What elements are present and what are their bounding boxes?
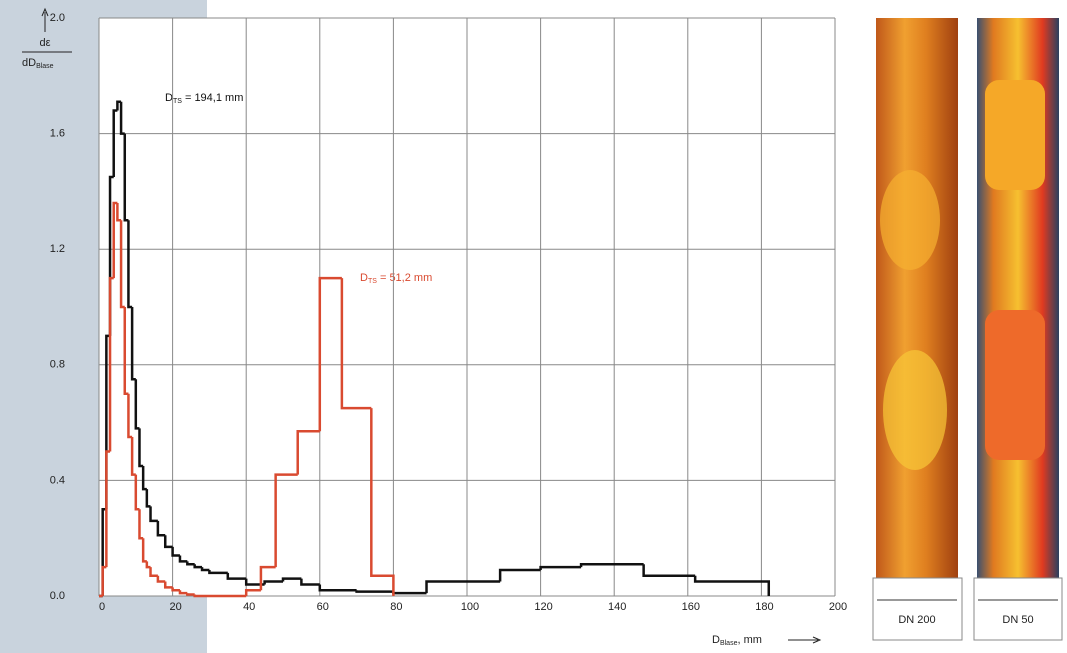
label-part: D	[165, 92, 173, 104]
label-part: Blase	[36, 63, 54, 70]
photo-detail	[985, 310, 1045, 460]
photo-detail	[880, 170, 940, 270]
photo-label: DN 50	[1002, 614, 1033, 626]
label-part: , mm	[737, 634, 761, 646]
label-part: dD	[22, 57, 36, 69]
label-part: = 51,2 mm	[377, 272, 432, 284]
x-tick-label: 180	[755, 601, 773, 613]
page: {"chart_data": { "type": "histogram", "x…	[0, 0, 1067, 653]
x-tick-label: 120	[534, 601, 552, 613]
y-tick-label: 2.0	[50, 12, 65, 24]
photo-detail	[883, 350, 947, 470]
label-part: D	[712, 634, 720, 646]
photo-detail	[985, 80, 1045, 190]
y-axis-label: dε	[39, 37, 50, 49]
photo	[876, 18, 958, 578]
x-axis-label: DBlase, mm	[712, 634, 762, 647]
x-tick-label: 100	[461, 601, 479, 613]
label-part: = 194,1 mm	[182, 92, 243, 104]
y-tick-label: 0.0	[50, 590, 65, 602]
y-tick-label: 0.8	[50, 359, 65, 371]
x-tick-label: 140	[608, 601, 626, 613]
x-tick-label: 40	[243, 601, 255, 613]
histogram-step	[187, 593, 194, 594]
label-part: D	[360, 272, 368, 284]
y-tick-label: 1.6	[50, 128, 65, 140]
y-tick-label: 0.4	[50, 474, 65, 486]
histogram-step	[195, 595, 247, 596]
label-part: TS	[368, 278, 377, 285]
label-part: TS	[173, 98, 182, 105]
photo-caption-box	[873, 578, 962, 640]
x-tick-label: 80	[390, 601, 402, 613]
photo-label: DN 200	[898, 614, 935, 626]
figure: ne ch DN 200 DN 50 dε dDBlase DBlase, mm…	[0, 0, 1067, 653]
photo-caption-box	[974, 578, 1062, 640]
histogram-step	[393, 592, 426, 593]
x-tick-label: 200	[829, 601, 847, 613]
x-tick-label: 160	[682, 601, 700, 613]
x-tick-label: 0	[99, 601, 105, 613]
histogram-step	[357, 590, 394, 591]
y-tick-label: 1.2	[50, 243, 65, 255]
label-part: Blase	[720, 640, 738, 647]
x-tick-label: 60	[317, 601, 329, 613]
x-tick-label: 20	[169, 601, 181, 613]
